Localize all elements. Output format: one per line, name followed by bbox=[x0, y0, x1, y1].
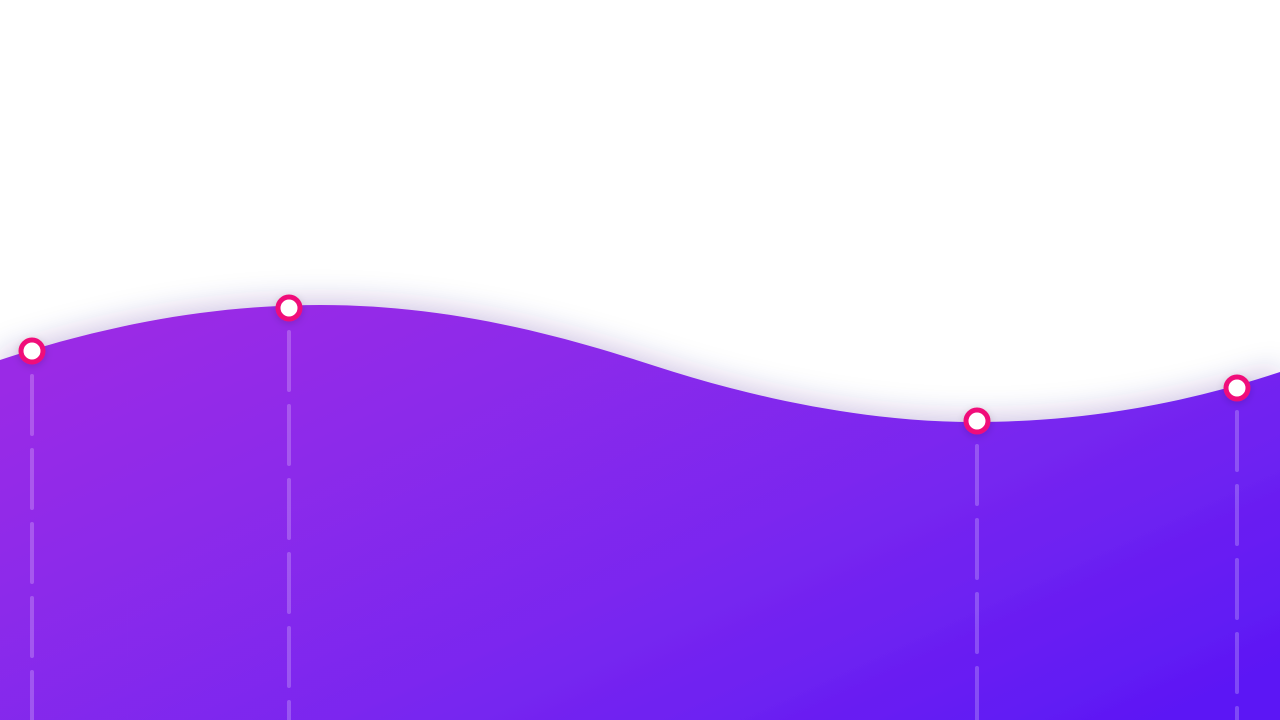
wave-shape bbox=[0, 305, 1280, 720]
circle-marker-icon bbox=[1223, 374, 1251, 402]
markers bbox=[18, 294, 1251, 435]
circle-marker-icon bbox=[275, 294, 303, 322]
guide-lines bbox=[30, 330, 1239, 720]
circle-marker-icon bbox=[963, 407, 991, 435]
circle-marker-icon bbox=[18, 337, 46, 365]
